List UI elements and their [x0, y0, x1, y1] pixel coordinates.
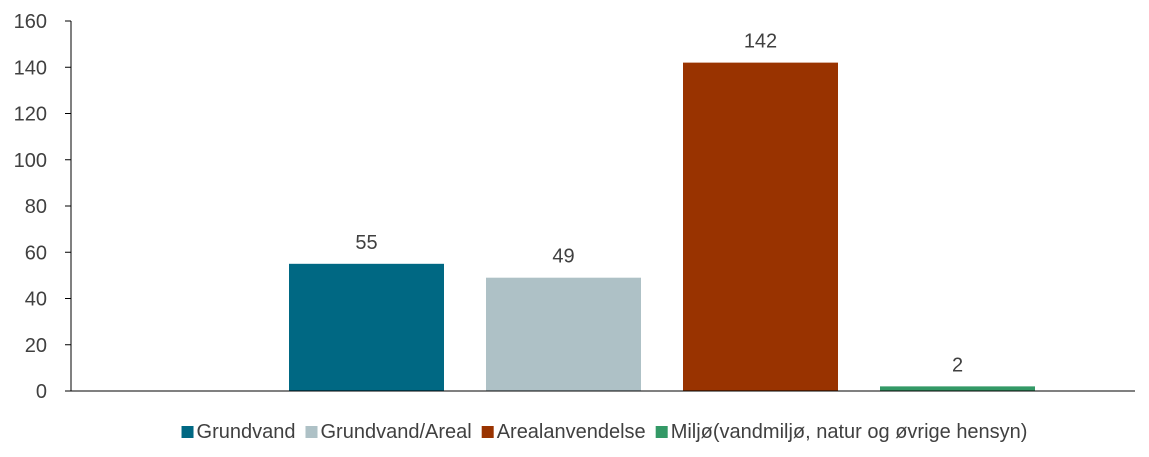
legend: Grundvand Grundvand/Areal Arealanvendelse M… — [181, 421, 1028, 443]
bar — [486, 277, 641, 391]
legend-item: Arealanvendelse — [481, 421, 646, 443]
legend-item: Miljø(vandmiljø, natur og øvrige hensyn) — [655, 421, 1028, 443]
data-label: 2 — [952, 354, 963, 376]
legend-swatch — [181, 426, 194, 438]
y-tick-label: 160 — [14, 11, 47, 33]
data-label: 142 — [744, 31, 777, 53]
bar — [683, 62, 838, 391]
y-tick-label: 40 — [25, 289, 47, 311]
y-tick-label: 120 — [14, 104, 47, 126]
legend-label: Miljø(vandmiljø, natur og øvrige hensyn) — [671, 421, 1028, 443]
bars — [289, 62, 1035, 391]
y-tick-label: 80 — [25, 196, 47, 218]
y-tick-label: 140 — [14, 57, 47, 79]
legend-swatch — [305, 426, 318, 438]
y-tick-label: 0 — [36, 381, 47, 403]
data-label: 49 — [552, 246, 574, 268]
legend-swatch — [655, 426, 668, 438]
data-label: 55 — [355, 232, 377, 254]
legend-label: Grundvand/Areal — [320, 421, 471, 443]
y-tick-label: 100 — [14, 150, 47, 172]
legend-swatch — [481, 426, 494, 438]
y-axis: 0 20 40 60 80 100 120 140 160 — [14, 11, 72, 403]
data-labels: 55 49 142 2 — [355, 31, 963, 377]
legend-item: Grundvand/Areal — [305, 421, 472, 443]
legend-label: Grundvand — [197, 421, 296, 443]
legend-label: Arealanvendelse — [497, 421, 646, 443]
legend-item: Grundvand — [181, 421, 296, 443]
bar — [880, 386, 1035, 391]
y-tick-label: 60 — [25, 242, 47, 264]
y-tick-label: 20 — [25, 335, 47, 357]
bar — [289, 263, 444, 391]
